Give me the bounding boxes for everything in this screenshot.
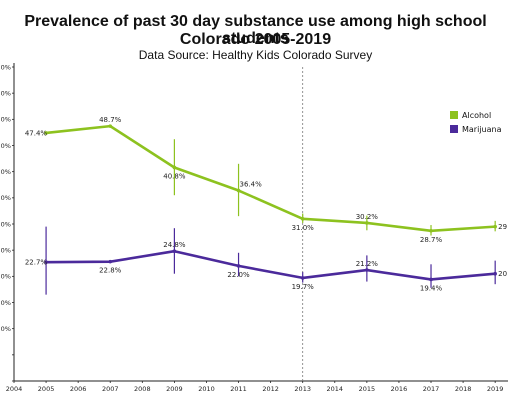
y-tick-label: .0% — [0, 89, 11, 97]
x-tick-label: 2011 — [230, 385, 247, 393]
alcohol-legend-label: Alcohol — [462, 111, 491, 120]
x-tick-label: 2005 — [38, 385, 55, 393]
alcohol-data-point — [172, 165, 177, 170]
x-tick-label: 2014 — [327, 385, 344, 393]
marijuana-series-line — [46, 249, 496, 281]
marijuana-data-point — [236, 264, 241, 268]
alcohol-series-line — [45, 124, 496, 233]
marijuana-data-label: 19.7% — [292, 283, 315, 291]
y-tick-label: .0% — [0, 246, 11, 254]
y-tick-label: .0% — [0, 325, 11, 333]
chart-subtitle: Data Source: Healthy Kids Colorado Surve… — [138, 48, 373, 62]
y-tick-label: .0% — [0, 299, 11, 307]
alcohol-data-point — [365, 221, 369, 225]
marijuana-data-point — [493, 271, 497, 276]
marijuana-data-point — [300, 276, 305, 280]
x-tick-label: 2013 — [294, 385, 311, 393]
x-tick-label: 2010 — [198, 385, 215, 393]
marijuana-data-point — [365, 268, 369, 272]
marijuana-data-label: 22.0% — [227, 271, 250, 279]
marijuana-data-label: 21.2% — [356, 260, 379, 268]
x-tick-label: 2019 — [487, 385, 504, 393]
y-tick-label: .0% — [0, 142, 11, 150]
alcohol-data-label: 30.2% — [356, 213, 379, 221]
alcohol-data-point — [429, 229, 433, 233]
x-tick-label: 2007 — [102, 385, 119, 393]
y-tick-label: .0% — [0, 116, 11, 124]
alcohol-data-label: 48.7% — [99, 116, 122, 124]
alcohol-data-label: 29 — [498, 223, 507, 231]
x-tick-label: 2015 — [359, 385, 376, 393]
marijuana-data-label: 24.8% — [163, 241, 186, 249]
marijuana-data-point — [429, 277, 433, 282]
marijuana-data-label: 22.7% — [25, 259, 48, 267]
x-tick-label: 2018 — [455, 385, 472, 393]
alcohol-data-label: 47.4% — [25, 129, 48, 137]
y-tick-label: .0% — [0, 168, 11, 176]
x-tick-label: 2004 — [6, 385, 23, 393]
alcohol-legend-swatch — [450, 111, 458, 119]
alcohol-data-label: 40.8% — [163, 172, 186, 180]
alcohol-data-label: 31.0% — [292, 224, 315, 232]
x-tick-label: 2017 — [423, 385, 440, 393]
marijuana-data-label: 20 — [498, 270, 507, 278]
x-tick-label: 2016 — [391, 385, 408, 393]
y-tick-label: .0% — [0, 194, 11, 202]
alcohol-data-label: 36.4% — [240, 181, 263, 189]
marijuana-legend-swatch — [450, 125, 458, 133]
x-tick-label: 2012 — [262, 385, 279, 393]
marijuana-data-label: 19.4% — [420, 284, 443, 292]
y-tick-label: .0% — [0, 220, 11, 228]
x-tick-label: 2008 — [134, 385, 151, 393]
marijuana-data-label: 22.8% — [99, 267, 122, 275]
alcohol-data-label: 28.7% — [420, 236, 443, 244]
x-tick-label: 2009 — [166, 385, 183, 393]
marijuana-legend-label: Marijuana — [462, 125, 502, 134]
alcohol-data-point — [44, 131, 48, 135]
alcohol-data-point — [300, 216, 305, 221]
alcohol-data-point — [236, 188, 241, 193]
alcohol-data-point — [108, 124, 113, 128]
chart-title: Prevalence of past 30 day substance use … — [24, 13, 487, 47]
marijuana-data-point — [44, 260, 48, 265]
y-tick-label: .0% — [0, 273, 11, 281]
marijuana-data-point — [172, 249, 177, 254]
y-tick-label: .0% — [0, 63, 11, 71]
marijuana-data-point — [108, 259, 113, 264]
chart-title-line2: Colorado 2005-2019 — [179, 31, 332, 48]
x-tick-label: 2006 — [70, 385, 87, 393]
alcohol-data-point — [493, 224, 497, 229]
